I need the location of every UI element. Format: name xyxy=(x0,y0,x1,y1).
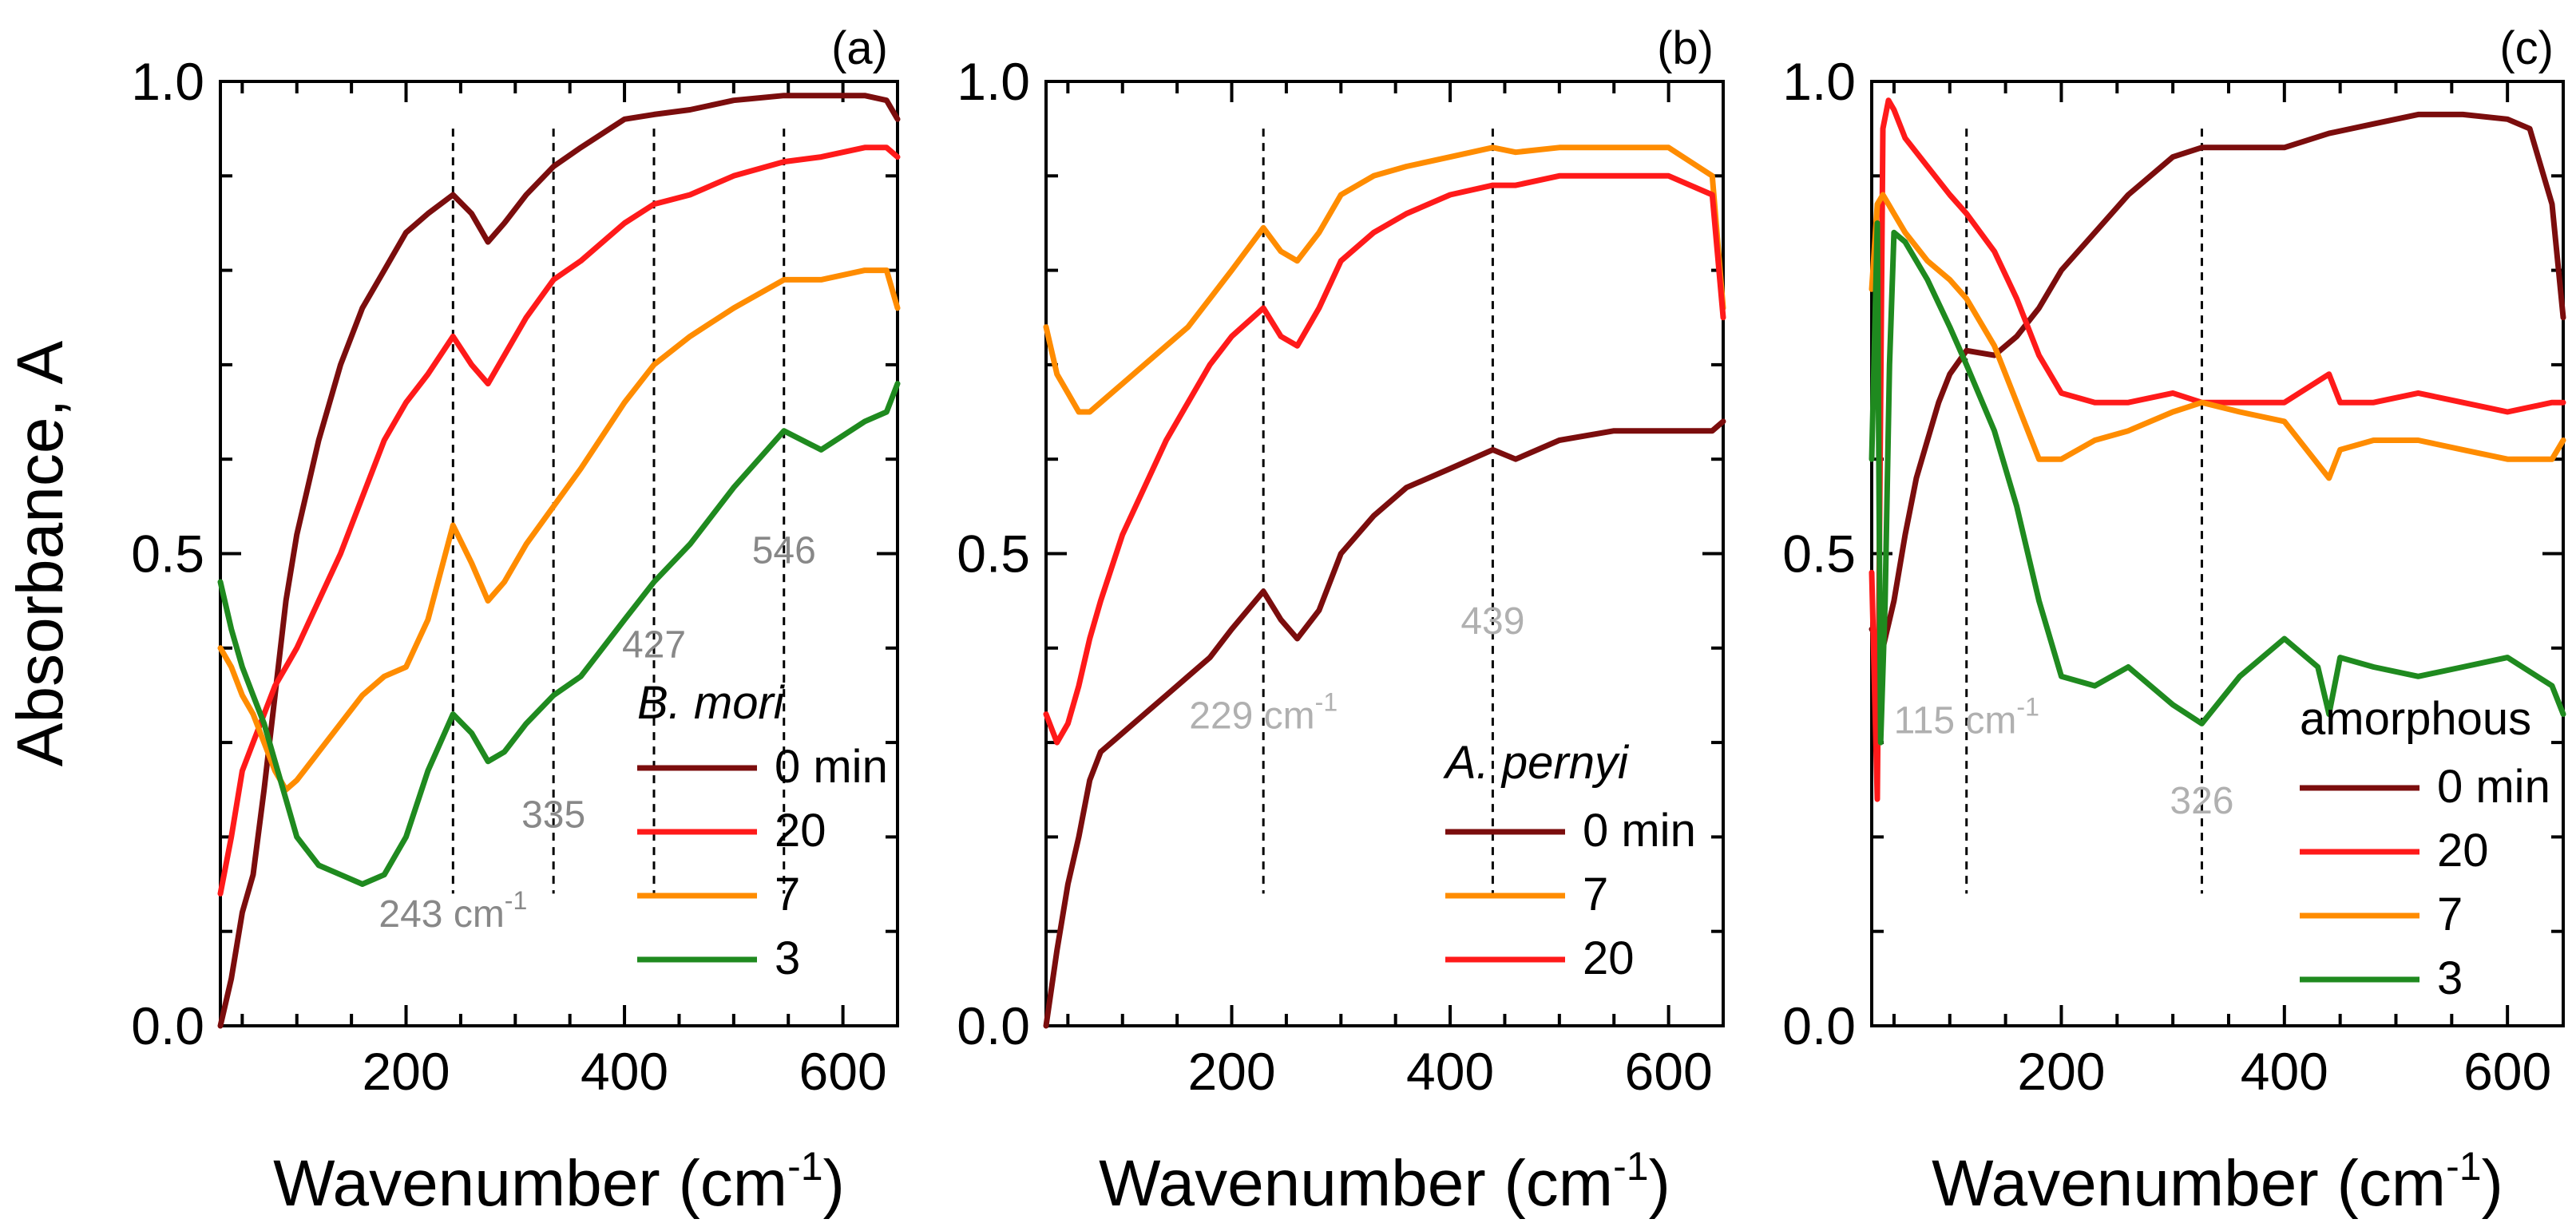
peak-annotation-text: 335 xyxy=(521,794,585,837)
y-tick-label: 0.5 xyxy=(957,524,1030,584)
series-line-20 xyxy=(1043,172,1726,746)
y-axis-title: Absorbance, A xyxy=(4,341,77,767)
legend-title: A. pernyi xyxy=(1443,737,1630,789)
x-axis-title-sup: -1 xyxy=(1613,1144,1648,1189)
x-axis-title-sup: -1 xyxy=(2446,1144,2481,1189)
peak-annotation-text: 439 xyxy=(1460,600,1524,643)
legend-entry: 7 xyxy=(1583,869,1608,920)
peak-annotation: 439 xyxy=(1460,600,1524,643)
x-axis-title: Wavenumber (cm-1) xyxy=(1932,1144,2503,1220)
x-tick-label: 400 xyxy=(1406,1042,1494,1101)
legend-entry: 3 xyxy=(775,932,800,984)
panel-label: (b) xyxy=(1657,22,1714,74)
x-tick-label: 200 xyxy=(362,1042,450,1101)
x-tick-label: 600 xyxy=(799,1042,887,1101)
series-line-7 xyxy=(217,267,901,793)
x-tick-label: 200 xyxy=(2017,1042,2105,1101)
x-axis-title-close: ) xyxy=(823,1147,845,1220)
x-tick-label: 400 xyxy=(2241,1042,2328,1101)
series-line-3 xyxy=(217,381,901,887)
y-tick-label: 0.5 xyxy=(131,524,204,584)
peak-annotation: 229 cm-1 xyxy=(1189,687,1338,737)
legend-entry: 3 xyxy=(2437,952,2463,1004)
x-axis-title-main: Wavenumber (cm xyxy=(1099,1147,1613,1220)
legend-entry: 20 xyxy=(1583,932,1635,984)
peak-annotation-sup: -1 xyxy=(1315,687,1338,716)
series-line-0-min xyxy=(217,93,901,1029)
peak-annotation-text: 243 cm xyxy=(378,893,504,936)
x-axis-title-sup: -1 xyxy=(787,1144,822,1189)
y-tick-label: 1.0 xyxy=(1782,52,1856,111)
legend-entry: 7 xyxy=(775,869,800,920)
peak-annotation: 335 xyxy=(521,794,585,837)
peak-annotation-sup: -1 xyxy=(505,886,527,915)
y-tick-label: 1.0 xyxy=(131,52,204,111)
x-axis-title: Wavenumber (cm-1) xyxy=(273,1144,845,1220)
peak-annotation-text: 546 xyxy=(752,529,816,572)
x-tick-label: 400 xyxy=(581,1042,668,1101)
series-line-20 xyxy=(1869,97,2566,802)
peak-annotation: 243 cm-1 xyxy=(378,886,527,936)
series-line-7 xyxy=(1043,144,1726,415)
peak-annotation-text: 326 xyxy=(2170,780,2233,822)
y-tick-label: 1.0 xyxy=(957,52,1030,111)
legend-title: amorphous xyxy=(2300,693,2531,745)
series-line-0-min xyxy=(1043,418,1726,1029)
x-axis-title-main: Wavenumber (cm xyxy=(273,1147,787,1220)
legend-entry: 20 xyxy=(775,805,826,857)
x-tick-label: 600 xyxy=(1625,1042,1713,1101)
x-axis-title-main: Wavenumber (cm xyxy=(1932,1147,2446,1220)
series-line-20 xyxy=(217,144,901,896)
peak-annotation: 427 xyxy=(622,624,686,667)
x-axis-title-close: ) xyxy=(2482,1147,2503,1220)
x-axis-title-close: ) xyxy=(1649,1147,1670,1220)
series-line-7 xyxy=(1869,192,2566,481)
y-tick-label: 0.5 xyxy=(1782,524,1856,584)
legend-entry: 0 min xyxy=(1583,805,1696,857)
y-tick-label: 0.0 xyxy=(957,996,1030,1055)
legend-entry: 7 xyxy=(2437,889,2463,940)
peak-annotation-sup: -1 xyxy=(2016,692,2039,721)
panel-label: (c) xyxy=(2499,22,2554,74)
series-line-3 xyxy=(1869,220,2566,746)
y-tick-label: 0.0 xyxy=(1782,996,1856,1055)
x-tick-label: 600 xyxy=(2463,1042,2551,1101)
peak-annotation: 546 xyxy=(752,529,816,572)
series-line-0-min xyxy=(1869,111,2566,651)
legend-entry: 20 xyxy=(2437,825,2489,877)
panel-label: (a) xyxy=(831,22,888,74)
x-axis-title: Wavenumber (cm-1) xyxy=(1099,1144,1670,1220)
y-tick-label: 0.0 xyxy=(131,996,204,1055)
x-tick-label: 200 xyxy=(1187,1042,1275,1101)
legend-entry: 0 min xyxy=(2437,761,2550,813)
legend-entry: 0 min xyxy=(775,741,888,793)
legend-title: B. mori xyxy=(637,677,786,729)
peak-annotation-text: 229 cm xyxy=(1189,695,1314,737)
peak-annotation-text: 115 cm xyxy=(1894,699,2017,742)
peak-annotation-text: 427 xyxy=(622,624,686,667)
peak-annotation: 326 xyxy=(2170,780,2233,822)
peak-annotation: 115 cm-1 xyxy=(1894,692,2039,742)
